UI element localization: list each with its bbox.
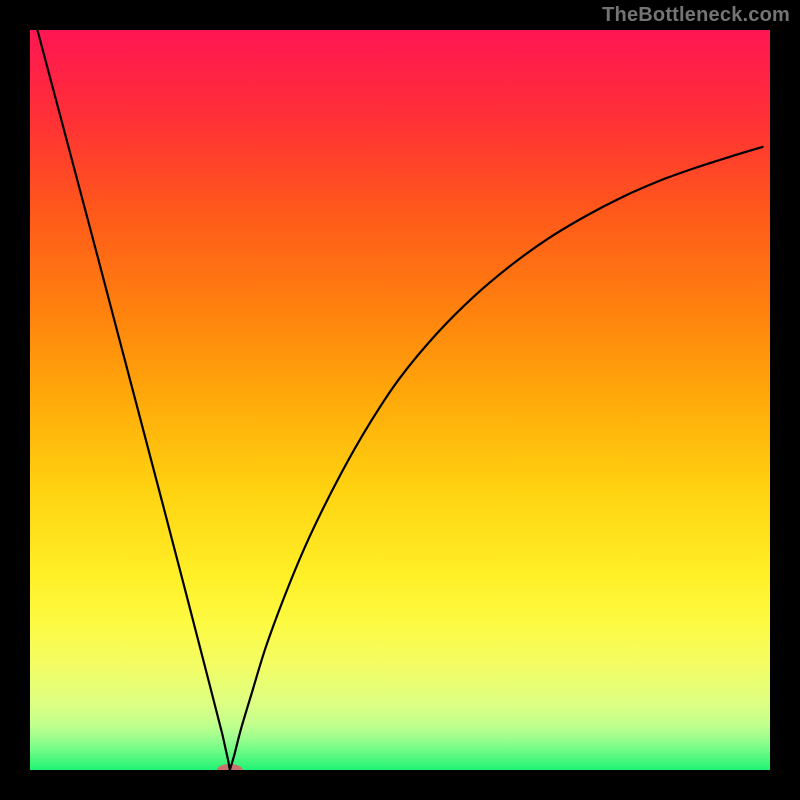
bottleneck-chart [0, 0, 800, 800]
plot-background [30, 30, 770, 770]
chart-container: TheBottleneck.com [0, 0, 800, 800]
watermark-label: TheBottleneck.com [602, 4, 790, 27]
